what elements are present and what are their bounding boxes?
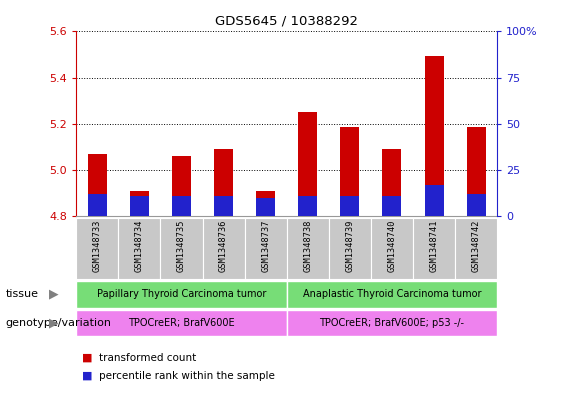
Bar [413, 218, 455, 279]
Bar [76, 281, 287, 308]
Bar [256, 198, 275, 216]
Bar [88, 194, 107, 216]
Text: transformed count: transformed count [99, 353, 196, 363]
Bar [455, 218, 497, 279]
Text: GSM1348735: GSM1348735 [177, 220, 186, 272]
Bar [371, 218, 413, 279]
Bar [245, 218, 287, 279]
Bar [214, 196, 233, 216]
Text: TPOCreER; BrafV600E; p53 -/-: TPOCreER; BrafV600E; p53 -/- [319, 318, 464, 328]
Bar [298, 196, 318, 216]
Bar [76, 218, 119, 279]
Text: tissue: tissue [6, 289, 38, 299]
Text: ▶: ▶ [49, 316, 59, 330]
Bar [160, 218, 202, 279]
Bar [214, 149, 233, 216]
Text: percentile rank within the sample: percentile rank within the sample [99, 371, 275, 381]
Bar [329, 218, 371, 279]
Bar [383, 196, 402, 216]
Bar [172, 196, 191, 216]
Title: GDS5645 / 10388292: GDS5645 / 10388292 [215, 15, 358, 28]
Text: TPOCreER; BrafV600E: TPOCreER; BrafV600E [128, 318, 235, 328]
Text: GSM1348741: GSM1348741 [429, 220, 438, 272]
Text: Papillary Thyroid Carcinoma tumor: Papillary Thyroid Carcinoma tumor [97, 289, 266, 299]
Bar [76, 310, 287, 336]
Text: ■: ■ [82, 353, 93, 363]
Bar [256, 191, 275, 216]
Bar [119, 218, 160, 279]
Text: GSM1348740: GSM1348740 [388, 220, 397, 272]
Bar [287, 310, 497, 336]
Text: genotype/variation: genotype/variation [6, 318, 112, 328]
Bar [130, 191, 149, 216]
Bar [172, 156, 191, 216]
Text: GSM1348739: GSM1348739 [345, 220, 354, 272]
Text: GSM1348734: GSM1348734 [135, 220, 144, 272]
Bar [340, 196, 359, 216]
Text: ▶: ▶ [49, 288, 59, 301]
Text: GSM1348738: GSM1348738 [303, 220, 312, 272]
Bar [340, 127, 359, 216]
Text: GSM1348737: GSM1348737 [261, 220, 270, 272]
Text: Anaplastic Thyroid Carcinoma tumor: Anaplastic Thyroid Carcinoma tumor [303, 289, 481, 299]
Bar [130, 196, 149, 216]
Text: GSM1348736: GSM1348736 [219, 220, 228, 272]
Text: GSM1348742: GSM1348742 [472, 220, 481, 272]
Bar [202, 218, 245, 279]
Bar [88, 154, 107, 216]
Bar [467, 127, 486, 216]
Bar [424, 56, 444, 216]
Text: ■: ■ [82, 371, 93, 381]
Bar [467, 194, 486, 216]
Text: GSM1348733: GSM1348733 [93, 220, 102, 272]
Bar [383, 149, 402, 216]
Bar [287, 218, 329, 279]
Bar [298, 112, 318, 216]
Bar [424, 185, 444, 216]
Bar [287, 281, 497, 308]
